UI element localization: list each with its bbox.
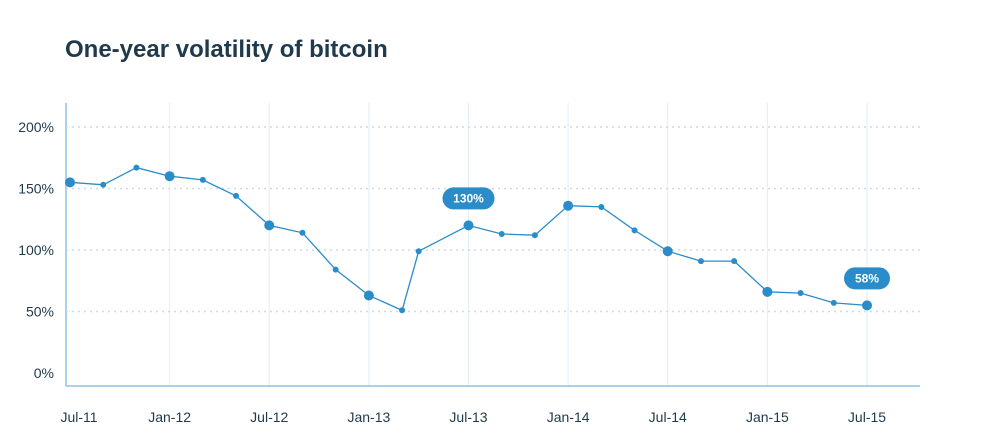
data-point — [563, 200, 574, 211]
data-point — [731, 258, 738, 265]
data-point — [133, 164, 140, 171]
x-tick-label: Jul-15 — [848, 409, 886, 425]
x-tick-label: Jan-15 — [746, 409, 789, 425]
annotation-label: 130% — [453, 191, 484, 205]
annotation-badge — [844, 267, 890, 290]
data-point — [830, 299, 837, 306]
data-point — [797, 290, 804, 297]
x-tick-label: Jul-13 — [449, 409, 487, 425]
data-point — [399, 307, 406, 314]
data-point — [65, 177, 75, 188]
y-tick-label: 0% — [34, 365, 54, 381]
data-point — [598, 203, 605, 210]
x-tick-label: Jul-12 — [250, 409, 288, 425]
annotation-label: 58% — [855, 271, 879, 285]
data-point — [299, 229, 306, 236]
data-point — [415, 248, 422, 255]
y-tick-label: 150% — [18, 181, 54, 197]
data-point — [363, 290, 374, 301]
x-tick-label: Jul-14 — [649, 409, 687, 425]
y-tick-label: 200% — [18, 119, 54, 135]
data-point — [498, 231, 505, 238]
data-point — [233, 192, 240, 199]
x-tick-label: Jul-11 — [60, 409, 97, 425]
data-point — [697, 258, 704, 265]
data-point — [762, 286, 773, 297]
data-point — [531, 232, 538, 239]
data-point — [164, 171, 175, 182]
data-point — [631, 227, 638, 234]
y-tick-label: 50% — [26, 304, 54, 320]
data-point — [463, 220, 474, 231]
data-point — [332, 266, 339, 273]
data-point — [662, 246, 673, 257]
x-tick-label: Jan-14 — [547, 409, 590, 425]
data-point — [862, 300, 872, 311]
x-tick-label: Jan-13 — [347, 409, 390, 425]
x-tick-label: Jan-12 — [148, 409, 191, 425]
data-point — [199, 176, 206, 183]
data-point — [100, 181, 107, 188]
chart-title: One-year volatility of bitcoin — [65, 36, 388, 63]
y-tick-label: 100% — [18, 242, 54, 258]
data-point — [264, 220, 275, 231]
annotation-badge — [442, 187, 495, 210]
